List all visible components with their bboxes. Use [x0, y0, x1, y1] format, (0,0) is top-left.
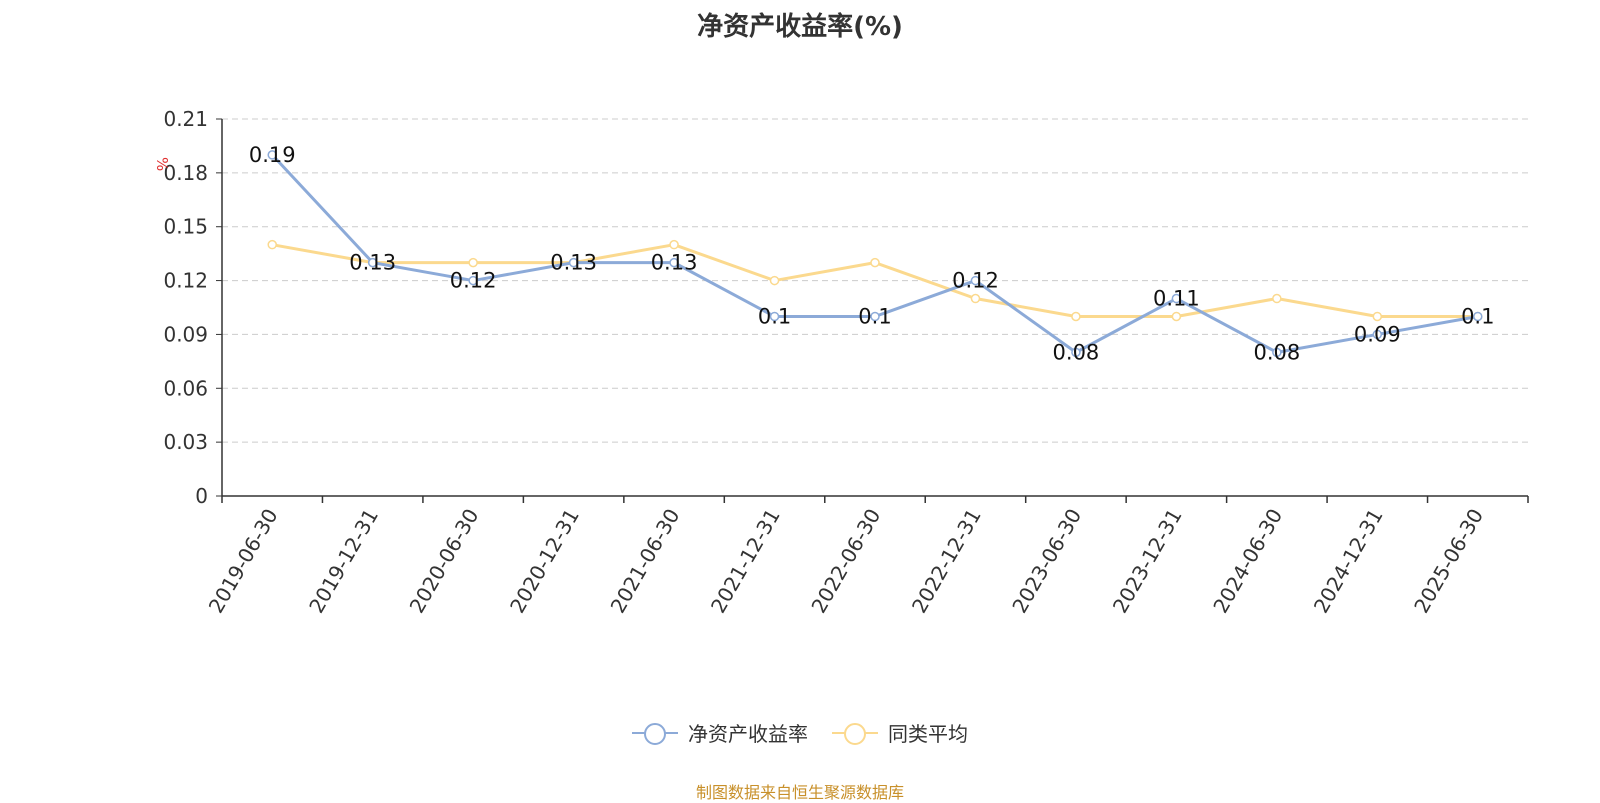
- data-point-peer-average: [1171, 311, 1182, 322]
- legend-swatch-roe: [632, 722, 678, 745]
- data-point-roe: [1372, 329, 1383, 340]
- x-tick-label: 2020-12-31: [505, 505, 584, 618]
- data-label: 0.13: [349, 251, 396, 275]
- x-tick-label: 2021-06-30: [606, 505, 685, 618]
- y-tick-label: 0.03: [163, 430, 208, 454]
- y-tick-label: 0.12: [163, 269, 208, 293]
- data-point-peer-average: [1372, 311, 1383, 322]
- legend: 净资产收益率 同类平均: [0, 718, 1600, 747]
- data-point-roe: [769, 311, 780, 322]
- x-tick-label: 2019-12-31: [304, 505, 383, 618]
- grid-lines: [222, 118, 1528, 443]
- x-tick-label: 2022-06-30: [806, 505, 885, 618]
- x-tick-label: 2025-06-30: [1409, 505, 1488, 618]
- data-point-peer-average: [870, 257, 880, 268]
- data-point-roe: [1071, 347, 1081, 358]
- legend-label-peer-average: 同类平均: [888, 722, 968, 746]
- y-tick-label: 0.18: [163, 161, 208, 185]
- data-point-roe: [267, 150, 277, 160]
- x-tick-label: 2020-06-30: [405, 505, 484, 618]
- data-label: 0.1: [758, 304, 791, 328]
- x-tick-label: 2024-06-30: [1208, 505, 1287, 618]
- data-point-roe: [870, 311, 880, 322]
- data-label: 0.1: [858, 304, 891, 328]
- data-label: 0.12: [952, 269, 999, 293]
- series-lines: [267, 150, 1483, 358]
- legend-label-roe: 净资产收益率: [688, 722, 808, 746]
- x-tick-label: 2022-12-31: [907, 505, 986, 618]
- data-point-roe: [970, 275, 981, 286]
- data-label: 0.13: [651, 251, 698, 275]
- y-tick-label: 0.06: [163, 376, 208, 400]
- data-label: 0.11: [1153, 287, 1200, 311]
- data-point-peer-average: [769, 275, 780, 286]
- data-point-peer-average: [1071, 311, 1081, 322]
- data-label: 0.19: [249, 143, 296, 167]
- x-tick-label: 2024-12-31: [1309, 505, 1388, 618]
- data-point-roe: [669, 257, 679, 268]
- chart-plot: 0 0.03 0.06 0.09 0.12 0.15 0.18 0.21% 2019-06-30…: [153, 107, 1529, 618]
- y-tick-label: 0.15: [163, 215, 208, 239]
- data-label: 0.13: [550, 251, 597, 275]
- legend-item-peer-average[interactable]: 同类平均: [832, 718, 968, 747]
- data-point-roe: [1473, 311, 1483, 322]
- data-point-peer-average: [1272, 293, 1282, 304]
- data-point-peer-average: [970, 293, 981, 304]
- x-tick-label: 2023-12-31: [1108, 505, 1187, 618]
- data-label: 0.09: [1354, 322, 1401, 346]
- axes: 0 0.03 0.06 0.09 0.12 0.15 0.18 0.21% 2019-06-30…: [153, 107, 1529, 618]
- data-labels: 0.19 0.13 0.12 0.13 0.13 0.1 0.1 0.12 0.08 0.11 0.…: [249, 143, 1495, 364]
- legend-swatch-peer-average: [832, 722, 878, 745]
- data-point-roe: [1272, 347, 1282, 358]
- data-point-roe: [1171, 293, 1182, 304]
- y-tick-label: 0.21: [163, 107, 208, 131]
- data-point-peer-average: [669, 239, 679, 250]
- legend-item-roe[interactable]: 净资产收益率: [632, 718, 808, 747]
- y-tick-label: 0.09: [163, 322, 208, 346]
- data-source-note: 制图数据来自恒生聚源数据库: [695, 783, 904, 802]
- data-label: 0.12: [450, 269, 497, 293]
- chart-title: 净资产收益率(%): [697, 12, 903, 42]
- data-label: 0.08: [1053, 340, 1100, 364]
- x-tick-label: 2019-06-30: [204, 505, 283, 618]
- data-label: 0.08: [1253, 340, 1300, 364]
- data-point-peer-average: [267, 239, 277, 250]
- data-label: 0.1: [1461, 304, 1494, 328]
- data-point-roe: [367, 257, 378, 268]
- x-tick-label: 2021-12-31: [706, 505, 785, 618]
- data-point-peer-average: [468, 257, 478, 268]
- y-axis-unit-label: %: [153, 157, 171, 171]
- x-tick-label: 2023-06-30: [1007, 505, 1086, 618]
- data-point-roe: [568, 257, 579, 268]
- data-point-roe: [468, 275, 478, 286]
- y-tick-label: 0: [195, 484, 208, 508]
